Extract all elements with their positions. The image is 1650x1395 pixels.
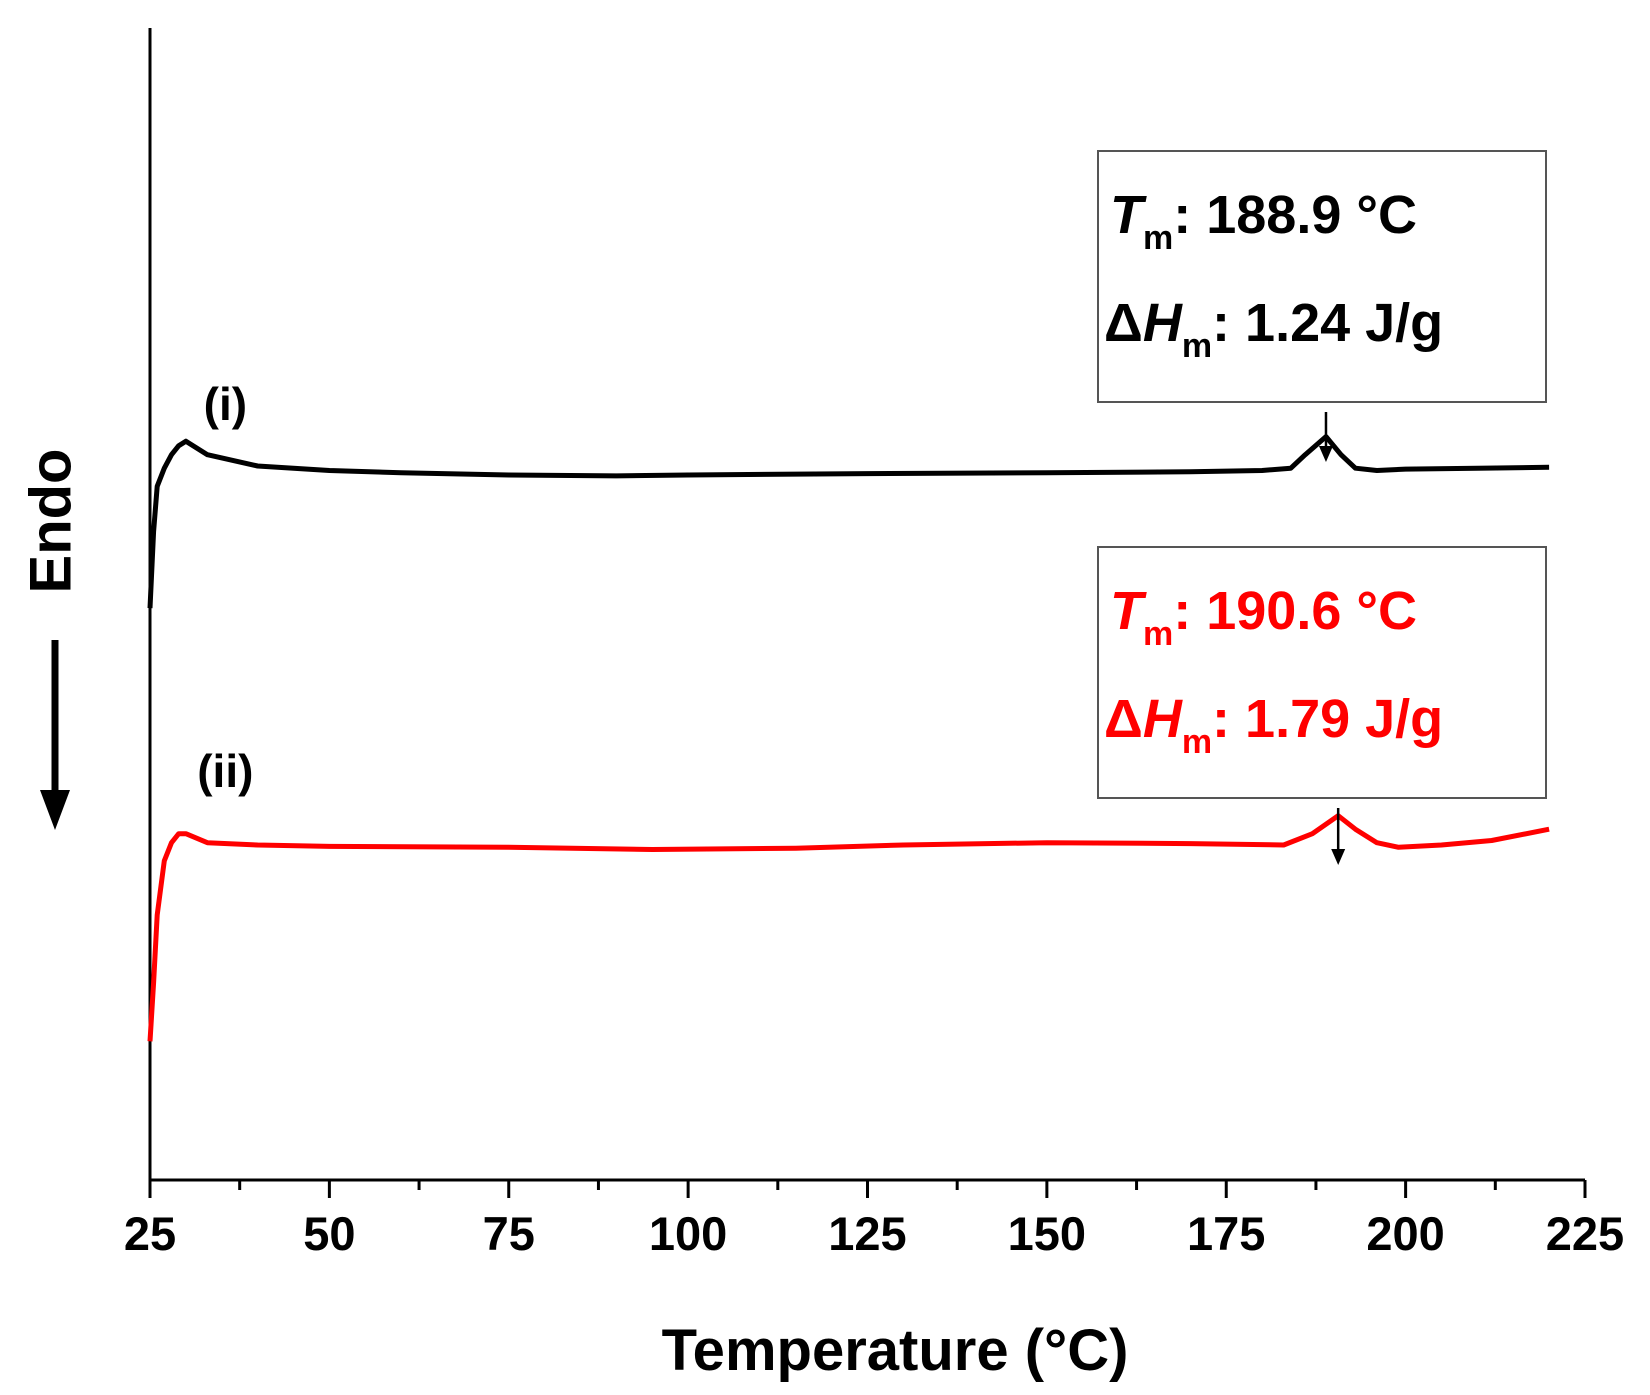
series-layer: (i) (ii)	[147, 378, 1550, 1042]
annotation-2: Tm: 190.6 °C ΔHm: 1.79 J/g	[1097, 546, 1547, 865]
series-label-2: (ii)	[197, 745, 253, 797]
x-ticks: 25 50 75 100 125 150 175 200 225	[124, 1180, 1624, 1260]
x-tick-label: 225	[1546, 1207, 1624, 1260]
annotation-arrowhead	[1331, 849, 1346, 865]
annotation-melting-enthalpy: ΔHm: 1.24 J/g	[1104, 293, 1443, 365]
annotation-melting-enthalpy: ΔHm: 1.79 J/g	[1104, 689, 1443, 761]
x-tick-label: 100	[649, 1207, 727, 1260]
x-tick-label: 125	[828, 1207, 906, 1260]
x-tick-label: 175	[1187, 1207, 1265, 1260]
annotation-box	[1097, 150, 1547, 403]
annotation-box	[1097, 546, 1547, 799]
annotation-melting-temperature: Tm: 188.9 °C	[1110, 185, 1417, 257]
x-axis-title: Temperature (°C)	[662, 1318, 1129, 1383]
annotation-arrowhead	[1318, 446, 1333, 462]
annotation-melting-temperature: Tm: 190.6 °C	[1110, 581, 1417, 653]
annotation-1: Tm: 188.9 °C ΔHm: 1.24 J/g	[1097, 150, 1547, 462]
series-line-2	[147, 813, 1550, 1042]
x-tick-label: 25	[124, 1207, 176, 1260]
x-tick-label: 75	[483, 1207, 535, 1260]
series-label-1: (i)	[204, 378, 247, 430]
x-tick-label: 200	[1366, 1207, 1444, 1260]
annotation-layer: Tm: 188.9 °C ΔHm: 1.24 J/g Tm: 190.6 °C ΔHm…	[1097, 150, 1547, 865]
y-axis-title-arrowhead	[40, 790, 70, 830]
y-axis-title-group: Endo	[18, 449, 83, 830]
y-axis-title: Endo	[18, 449, 83, 594]
x-tick-label: 50	[303, 1207, 355, 1260]
series-line-1	[147, 434, 1550, 609]
x-tick-label: 150	[1008, 1207, 1086, 1260]
